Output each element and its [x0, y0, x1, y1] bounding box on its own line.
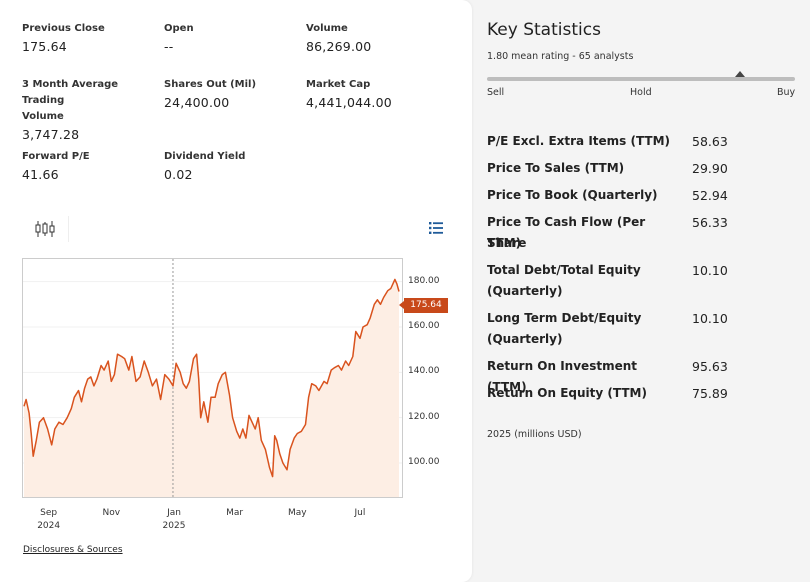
- avg-volume-label-line1: 3 Month Average Trading: [22, 79, 119, 106]
- avg-volume-stat: 3 Month Average Trading Volume 3,747.28: [22, 77, 162, 142]
- analyst-rating-bar: [487, 71, 795, 81]
- market-cap-label: Market Cap: [306, 79, 371, 90]
- ks-label: Price To Sales (TTM): [487, 161, 625, 175]
- candlestick-chart-icon: [35, 221, 55, 237]
- price-area-fill: [24, 279, 399, 497]
- open-value: --: [164, 39, 174, 54]
- volume-label: Volume: [306, 23, 348, 34]
- ks-label-line2: (Quarterly): [487, 332, 563, 346]
- y-tick-label: 100.00: [408, 457, 440, 467]
- ks-value: 29.90: [692, 161, 728, 176]
- rating-label-sell: Sell: [487, 87, 505, 98]
- rating-marker-icon: [734, 71, 745, 77]
- price-chart-svg: [23, 259, 402, 497]
- ks-value: 95.63: [692, 359, 728, 374]
- previous-close-stat: Previous Close 175.64: [22, 21, 157, 54]
- market-cap-stat: Market Cap 4,441,044.00: [306, 77, 441, 110]
- dividend-yield-label: Dividend Yield: [164, 151, 246, 162]
- x-tick-label: Mar: [226, 508, 244, 518]
- analyst-rating-text: 1.80 mean rating - 65 analysts: [487, 51, 634, 62]
- y-tick-label: 180.00: [408, 275, 440, 286]
- dividend-yield-stat: Dividend Yield 0.02: [164, 149, 299, 182]
- shares-out-stat: Shares Out (Mil) 24,400.00: [164, 77, 299, 110]
- avg-volume-value: 3,747.28: [22, 127, 80, 142]
- list-menu-icon: [429, 222, 443, 234]
- disclosures-link[interactable]: Disclosures & Sources: [23, 545, 123, 555]
- candlestick-chart-button[interactable]: [22, 216, 69, 242]
- statistics-footnote: 2025 (millions USD): [487, 429, 582, 440]
- volume-stat: Volume 86,269.00: [306, 21, 441, 54]
- current-price-tag: 175.64: [399, 298, 448, 313]
- chart-menu-button[interactable]: [428, 220, 444, 236]
- price-chart[interactable]: [22, 258, 403, 498]
- x-tick-label: Jan 2025: [162, 508, 186, 531]
- x-tick-label: Sep 2024: [37, 508, 61, 531]
- ks-label: Return On Investment (TTM): [487, 359, 637, 394]
- ks-label-line2: TTM): [487, 236, 522, 250]
- ks-value: 10.10: [692, 263, 728, 278]
- ks-value: 75.89: [692, 386, 728, 401]
- forward-pe-value: 41.66: [22, 167, 59, 182]
- forward-pe-label: Forward P/E: [22, 151, 90, 162]
- y-tick-label: 120.00: [408, 411, 440, 422]
- ks-value: 52.94: [692, 188, 728, 203]
- ks-label-line2: (Quarterly): [487, 284, 563, 298]
- ks-label: Return On Equity (TTM): [487, 386, 647, 400]
- ks-label-line1: Long Term Debt/Equity: [487, 311, 642, 325]
- x-tick-label: Jul: [354, 508, 366, 518]
- volume-value: 86,269.00: [306, 39, 372, 54]
- ks-label: Price To Book (Quarterly): [487, 188, 658, 202]
- open-label: Open: [164, 23, 194, 34]
- y-tick-label: 160.00: [408, 321, 440, 331]
- price-series-line: [23, 278, 400, 478]
- shares-out-value: 24,400.00: [164, 95, 230, 110]
- x-tick-label: Nov: [102, 508, 121, 518]
- ks-value: 56.33: [692, 215, 728, 230]
- market-cap-value: 4,441,044.00: [306, 95, 392, 110]
- rating-label-buy: Buy: [777, 87, 796, 98]
- x-tick-label: May: [287, 508, 307, 518]
- previous-close-value: 175.64: [22, 39, 67, 54]
- ks-value: 58.63: [692, 134, 728, 149]
- y-tick-label: 140.00: [408, 366, 440, 377]
- key-statistics-title: Key Statistics: [487, 20, 601, 40]
- open-stat: Open --: [164, 21, 299, 54]
- shares-out-label: Shares Out (Mil): [164, 79, 257, 90]
- forward-pe-stat: Forward P/E 41.66: [22, 149, 157, 182]
- rating-label-hold: Hold: [630, 87, 652, 98]
- quote-overview-card: Previous Close 175.64 Open -- Volume 86,…: [0, 0, 472, 582]
- ks-label-line1: Price To Cash Flow (Per Share: [487, 215, 646, 250]
- ks-label: P/E Excl. Extra Items (TTM): [487, 134, 671, 148]
- ks-label-line1: Total Debt/Total Equity: [487, 263, 641, 277]
- ks-value: 10.10: [692, 311, 728, 326]
- previous-close-label: Previous Close: [22, 23, 105, 34]
- avg-volume-label-line2: Volume: [22, 111, 64, 122]
- dividend-yield-value: 0.02: [164, 167, 193, 182]
